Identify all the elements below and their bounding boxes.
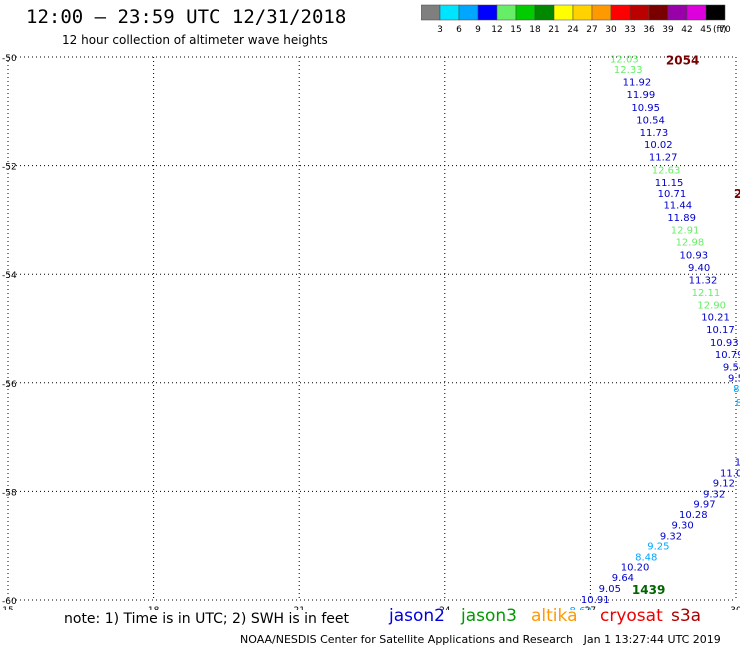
pass-time-label: 1439 [632, 583, 665, 597]
wave-height-value: 9.64 [612, 573, 634, 584]
wave-height-value: 11.15 [655, 178, 684, 189]
wave-height-value: 11.73 [640, 128, 669, 139]
legend-label: 15 [510, 25, 521, 35]
wave-height-value: 10.02 [644, 140, 673, 151]
wave-height-value: 12.91 [671, 226, 700, 237]
y-tick-label: -60 [2, 597, 17, 607]
x-tick-label: 24 [439, 606, 451, 610]
wave-height-value: 9.97 [693, 499, 715, 510]
wave-height-value: 11.92 [623, 77, 652, 88]
wave-height-value: 10.93 [679, 251, 708, 262]
footer-credit: NOAA/NESDIS Center for Satellite Applica… [240, 633, 721, 646]
wave-height-value: 9.32 [660, 531, 682, 542]
pass-time-labels: 2054205314391438 [632, 54, 740, 597]
legend-unit: (ft) [713, 25, 727, 35]
footer-source: NOAA/NESDIS Center for Satellite Applica… [240, 633, 574, 646]
y-tick-label: -58 [2, 488, 17, 498]
footer-timestamp: Jan 1 13:27:44 UTC 2019 [583, 633, 721, 646]
y-tick-label: -50 [2, 54, 17, 64]
wave-height-value: 8. [733, 384, 740, 395]
wave-height-value: 10.28 [679, 510, 708, 521]
wave-height-value: 9.40 [688, 263, 710, 274]
satellite-jason2-label: jason2 [389, 606, 445, 626]
y-tick-label: -56 [2, 380, 17, 390]
wave-height-value: 9.25 [647, 542, 669, 553]
wave-height-value: 1 [735, 458, 740, 469]
legend-label: 36 [643, 25, 655, 35]
legend-label: 3 [437, 25, 443, 35]
wave-height-value: 9.12 [713, 479, 735, 490]
legend-label: 6 [456, 25, 462, 35]
wave-height-value: 10.93 [710, 338, 739, 349]
wave-height-value: 10.20 [621, 562, 650, 573]
wave-height-value: 10.54 [636, 115, 665, 126]
wave-height-value: 8.48 [635, 553, 657, 564]
wave-height-value: 11.99 [627, 90, 656, 101]
pass-time-label: 2054 [666, 54, 699, 68]
legend-label: 33 [624, 25, 635, 35]
satellite-cryosat-label: cryosat [600, 606, 663, 626]
wave-height-value: 9.30 [671, 521, 693, 532]
legend-label: 12 [491, 25, 502, 35]
x-tick-label: 30 [730, 606, 740, 610]
wave-height-value: 9.54 [723, 363, 740, 374]
x-tick-label: 27 [585, 606, 596, 610]
map-subtitle: 12 hour collection of altimeter wave hei… [62, 33, 328, 47]
legend-label: 21 [548, 25, 559, 35]
wave-height-value: 9.05 [599, 584, 621, 595]
wave-height-value: 12.63 [652, 165, 681, 176]
wave-height-value: 10.71 [658, 189, 687, 200]
x-tick-label: 15 [2, 606, 13, 610]
legend-label: 9 [475, 25, 481, 35]
legend-label: 42 [681, 25, 692, 35]
wave-height-value: 10.21 [701, 313, 730, 324]
wave-height-value: 11.32 [689, 276, 718, 287]
satellite-s3a-label: s3a [671, 606, 702, 626]
legend-label: 27 [586, 25, 597, 35]
wave-height-value: 12.90 [697, 301, 726, 312]
legend-label: 70 [719, 25, 731, 35]
legend-label: 39 [662, 25, 674, 35]
wave-height-value: 9.32 [703, 490, 725, 501]
legend-swatch-70 [705, 4, 726, 21]
pass-time-label: 2053 [734, 187, 740, 201]
wave-height-value: 10.79 [715, 350, 740, 361]
wave-height-value: 11.27 [649, 152, 678, 163]
wave-height-value: 11.44 [663, 201, 692, 212]
wave-height-value: 9.5 [728, 373, 740, 384]
wave-height-value: 12.11 [692, 288, 721, 299]
wave-height-value: 10.91 [581, 595, 610, 606]
wave-height-value: 10.95 [631, 103, 660, 114]
wave-height-value: 12.03 [610, 55, 639, 66]
wave-height-value: 11.0 [720, 468, 740, 479]
wave-height-value: 11.89 [667, 213, 696, 224]
wave-height-value: 10.17 [706, 325, 735, 336]
satellite-jason3-label: jason3 [461, 606, 517, 626]
wave-height-value: 12.98 [676, 238, 705, 249]
legend-label: 24 [567, 25, 579, 35]
satellite-altika-label: altika [531, 606, 578, 626]
note-text: note: 1) Time is in UTC; 2) SWH is in fe… [64, 611, 350, 627]
x-tick-label: 21 [293, 606, 304, 610]
legend-label: 18 [529, 25, 541, 35]
legend-label: 30 [605, 25, 617, 35]
y-tick-label: -52 [2, 163, 17, 173]
wave-height-legend: 3 6 9 12 15 18 21 24 27 30 33 36 39 42 45 70(ft) [421, 4, 731, 35]
legend-label: 45 [700, 25, 711, 35]
map-title: 12:00 – 23:59 UTC 12/31/2018 [26, 6, 347, 28]
map-grid [7, 56, 737, 601]
wave-height-value: 8 [736, 398, 740, 409]
wave-height-value: 8.62 [570, 606, 592, 610]
x-tick-label: 18 [148, 606, 160, 610]
wave-height-value: 12.33 [614, 65, 643, 76]
y-tick-label: -54 [2, 271, 17, 281]
